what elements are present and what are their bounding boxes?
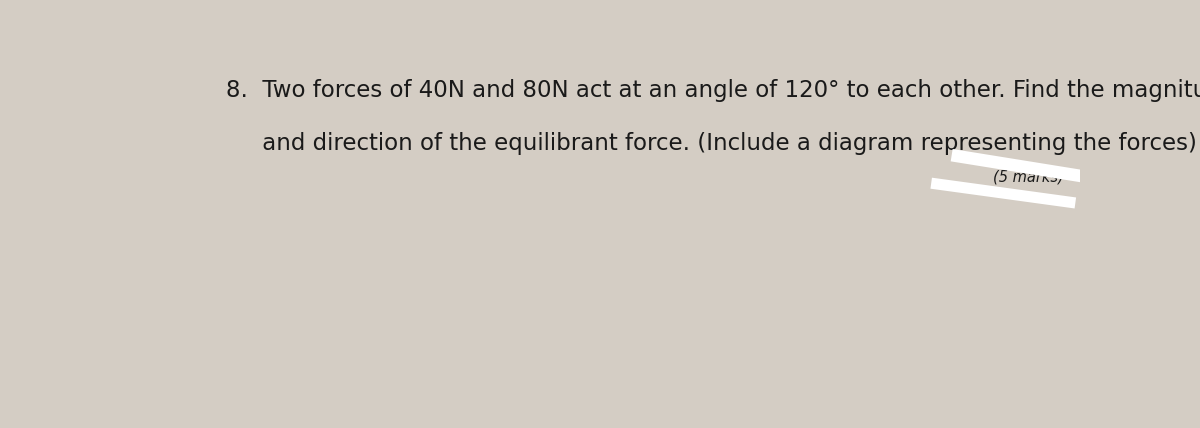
Text: (5 marks): (5 marks) bbox=[994, 169, 1064, 184]
Text: 8.  Two forces of 40N and 80N act at an angle of 120° to each other. Find the ma: 8. Two forces of 40N and 80N act at an a… bbox=[227, 80, 1200, 102]
Text: and direction of the equilibrant force. (Include a diagram representing the forc: and direction of the equilibrant force. … bbox=[227, 132, 1198, 155]
